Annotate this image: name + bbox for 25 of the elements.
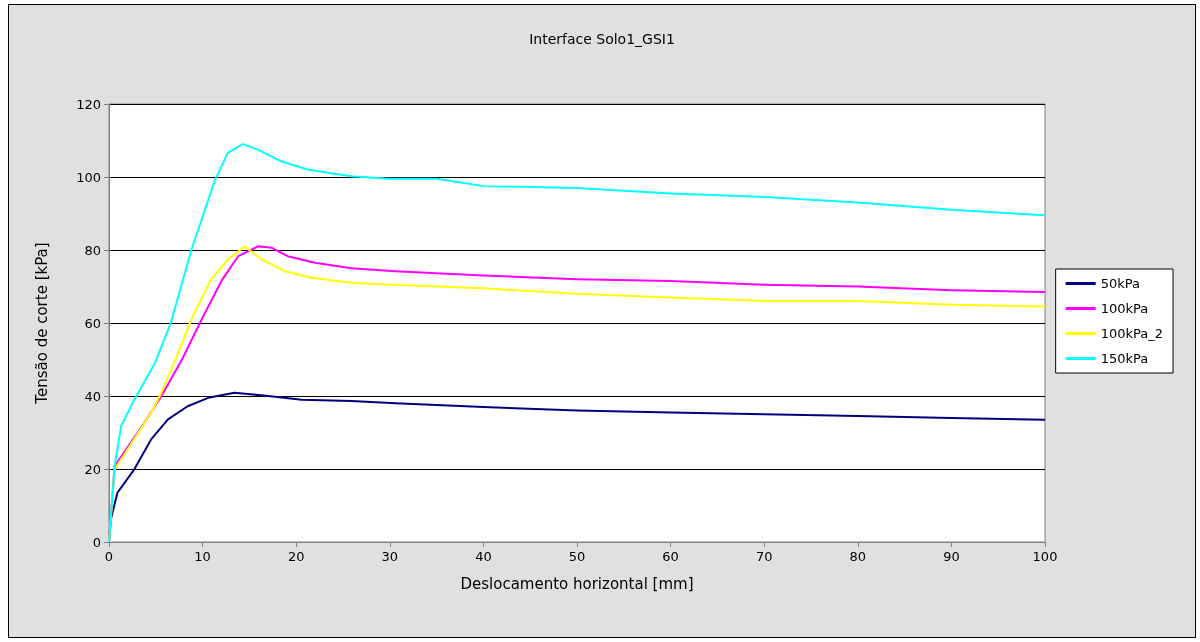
y-tick-label: 60 xyxy=(84,315,101,331)
x-tick-label: 20 xyxy=(287,549,305,564)
legend-label: 150kPa xyxy=(1100,351,1149,366)
x-tick-label: 100 xyxy=(1032,549,1058,564)
x-tick-label: 40 xyxy=(475,549,492,564)
chart-title: Interface Solo1_GSI1 xyxy=(529,31,675,47)
y-tick-label: 40 xyxy=(84,388,101,404)
x-tick-label: 10 xyxy=(194,549,211,564)
x-tick-label: 0 xyxy=(104,549,114,564)
x-tick-label: 60 xyxy=(662,549,679,564)
y-tick-label: 100 xyxy=(76,169,101,185)
x-axis-title: Deslocamento horizontal [mm] xyxy=(460,574,694,593)
x-tick-label: 30 xyxy=(381,549,399,564)
y-tick-label: 0 xyxy=(92,534,101,550)
legend-label: 100kPa xyxy=(1100,301,1149,316)
y-tick-label: 20 xyxy=(84,461,101,477)
legend-label: 100kPa_2 xyxy=(1100,326,1164,341)
x-tick-label: 70 xyxy=(755,549,773,564)
y-tick-label: 120 xyxy=(76,96,101,112)
x-tick-label: 50 xyxy=(568,549,586,564)
y-tick-label: 80 xyxy=(84,242,101,258)
y-axis-title: Tensão de corte [kPa] xyxy=(32,242,51,405)
x-tick-label: 80 xyxy=(849,549,867,564)
legend-label: 50kPa xyxy=(1100,276,1140,291)
x-tick-label: 90 xyxy=(943,549,960,564)
